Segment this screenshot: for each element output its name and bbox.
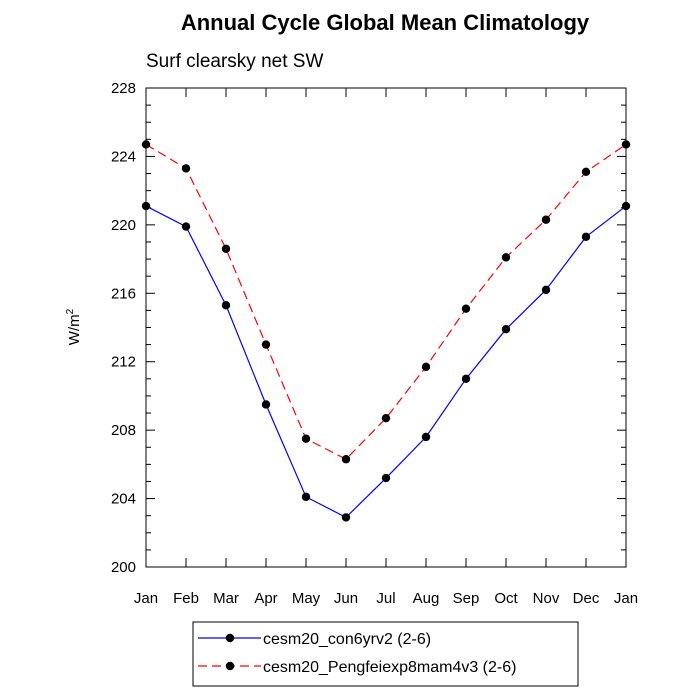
x-tick-label: Jun — [334, 590, 358, 607]
series-2-point — [301, 434, 311, 443]
series-1-point — [541, 285, 551, 295]
x-tick-label: Jan — [134, 590, 158, 607]
legend-marker-1 — [225, 633, 235, 643]
series-2-point — [141, 140, 151, 149]
series-2-point — [541, 215, 551, 224]
series-line-2 — [145, 143, 627, 460]
x-tick-label: Aug — [413, 590, 440, 607]
series-1-point — [581, 232, 591, 242]
legend-box — [192, 621, 579, 687]
series-2-point — [261, 340, 271, 349]
x-tick-label: Apr — [254, 590, 277, 607]
x-tick-label: May — [292, 590, 321, 607]
legend: cesm20_con6yrv2 (2-6) cesm20_Pengfeiexp8m… — [192, 621, 579, 687]
y-tick-label: 220 — [111, 217, 136, 234]
legend-label-1: cesm20_con6yrv2 (2-6) — [263, 631, 431, 648]
x-tick-label: Oct — [494, 590, 518, 607]
series-2-point — [381, 413, 391, 423]
series-2-point — [221, 244, 231, 254]
series-2-point — [181, 164, 191, 173]
series-1-point — [501, 325, 511, 334]
y-axis-label-superscript: 2 — [65, 308, 76, 314]
x-tick-label: Nov — [533, 590, 560, 607]
series-2-point — [581, 167, 591, 177]
x-tick-label: Mar — [213, 590, 239, 607]
y-axis-label: W/m2 — [65, 308, 83, 345]
chart-subtitle: Surf clearsky net SW — [146, 51, 323, 72]
chart-title: Annual Cycle Global Mean Climatology — [181, 10, 590, 35]
y-tick-label: 224 — [111, 148, 136, 165]
series-2-point — [461, 304, 471, 313]
series-1-point — [461, 374, 471, 384]
x-tick-label: Sep — [453, 590, 480, 607]
x-tick-label: Jan — [614, 590, 638, 607]
y-tick-label: 204 — [111, 491, 136, 508]
series-1-point — [381, 473, 391, 483]
series-1-point — [421, 432, 431, 442]
legend-label-2: cesm20_Pengfeiexp8mam4v3 (2-6) — [263, 659, 516, 676]
legend-marker-2 — [225, 661, 235, 671]
x-tick-label: Feb — [173, 590, 199, 607]
series-2-point — [421, 362, 431, 372]
series-1-point — [301, 492, 311, 502]
y-tick-label: 228 — [111, 80, 136, 97]
y-tick-label: 200 — [111, 559, 136, 576]
series-2-point — [501, 253, 511, 262]
series-line-1 — [145, 205, 627, 519]
y-tick-label: 216 — [111, 285, 136, 302]
plot-area: 200 204 208 212 216 220 224 228 Jan Feb Mar Apr May J… — [111, 80, 638, 607]
series-2-point — [621, 140, 631, 149]
y-tick-label: 208 — [111, 422, 136, 439]
series-1-point — [181, 222, 191, 231]
series-1-point — [221, 301, 231, 310]
series-1-point — [261, 400, 271, 409]
y-tick-label: 212 — [111, 354, 136, 371]
series-1-point — [141, 201, 151, 211]
series-1-point — [621, 201, 631, 211]
series-1-point — [341, 513, 351, 522]
x-tick-label: Dec — [573, 590, 600, 607]
x-tick-label: Jul — [376, 590, 395, 607]
plot-frame — [145, 87, 627, 568]
series-2-point — [341, 455, 351, 464]
